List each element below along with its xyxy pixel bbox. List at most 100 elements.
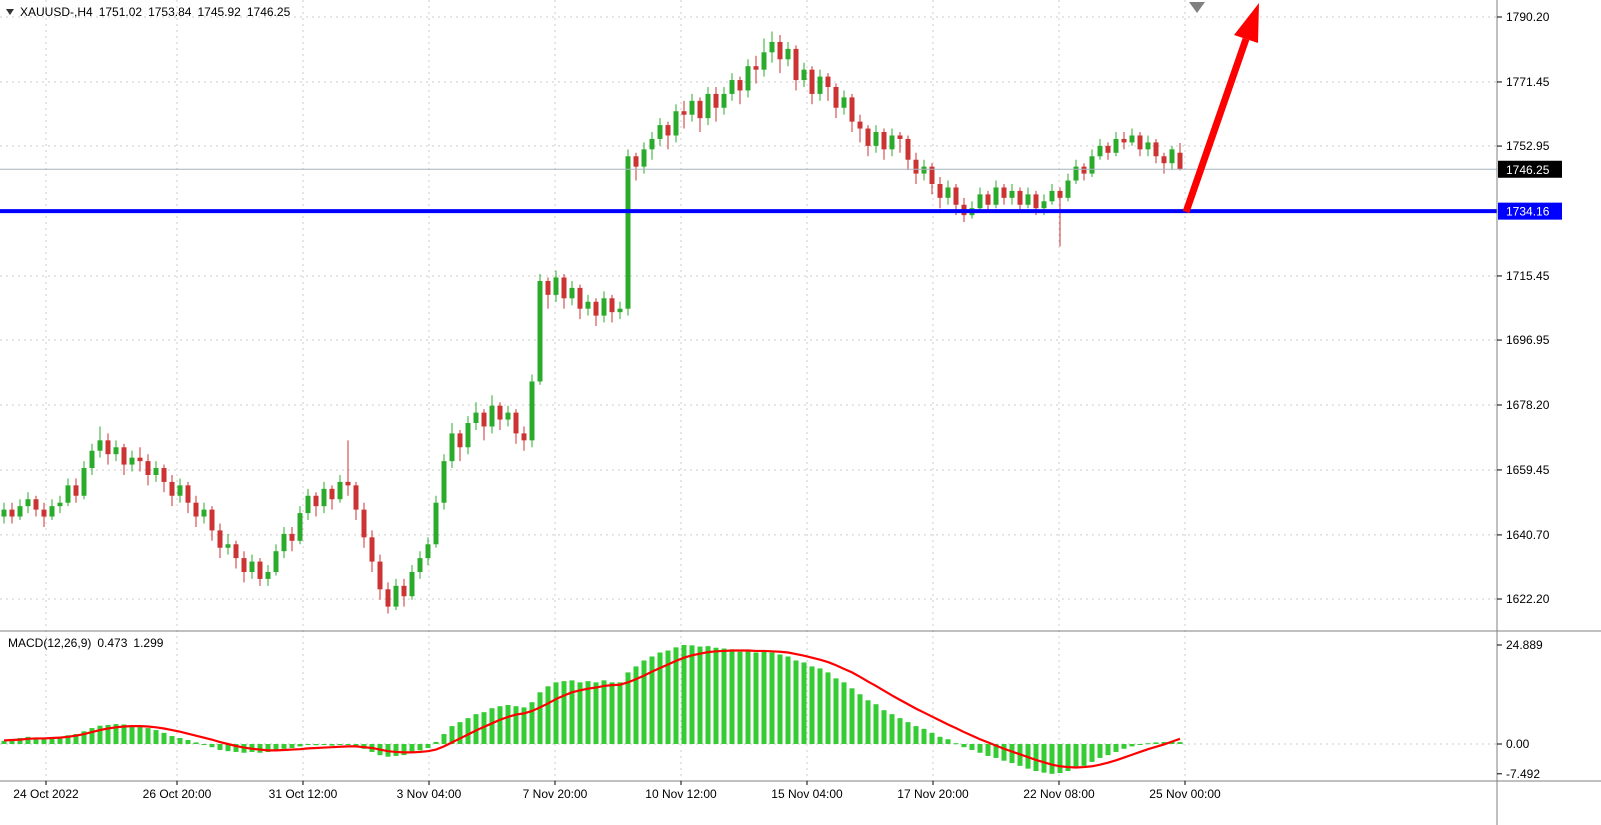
macd-bar <box>1089 744 1095 762</box>
macd-bar <box>121 724 127 744</box>
time-label: 24 Oct 2022 <box>13 787 79 801</box>
candle-down <box>313 495 319 507</box>
candle-down <box>633 156 639 167</box>
candle-down <box>385 589 391 607</box>
macd-bar <box>1137 744 1143 745</box>
candle-down <box>1033 194 1039 209</box>
candle-up <box>1049 190 1055 202</box>
candle-up <box>129 457 135 465</box>
macd-bar <box>1105 744 1111 756</box>
macd-bar <box>905 722 911 744</box>
macd-tick-label: -7.492 <box>1506 767 1540 781</box>
candle-down <box>217 530 223 548</box>
candle-down <box>73 485 79 496</box>
macd-tick-label: 24.889 <box>1506 638 1543 652</box>
macd-bar <box>273 744 279 751</box>
candle-up <box>425 544 431 559</box>
candle-down <box>497 405 503 420</box>
candle-up <box>1129 135 1135 143</box>
time-axis[interactable]: 24 Oct 2022 26 Oct 20:00 31 Oct 12:00 3 Nov… <box>13 781 1221 801</box>
candle-down <box>609 298 615 313</box>
macd-bar <box>889 714 895 744</box>
candle-up <box>25 499 31 507</box>
price-tick-label: 1640.70 <box>1506 528 1550 542</box>
trend-arrow[interactable] <box>1182 3 1259 214</box>
candle-down <box>377 561 383 590</box>
candle-up <box>201 509 207 517</box>
price-axis[interactable]: 1790.20 1771.45 1752.95 1715.45 1696.95 1678.… <box>1497 10 1550 781</box>
macd-bar <box>753 652 759 744</box>
time-label: 31 Oct 12:00 <box>269 787 338 801</box>
candle-up <box>553 277 559 295</box>
candle-up <box>177 485 183 496</box>
candle-up <box>1089 156 1095 174</box>
candle-down <box>561 277 567 299</box>
candle-down <box>361 509 367 538</box>
macd-bar <box>129 725 135 744</box>
candle-down <box>353 485 359 510</box>
candle-up <box>801 69 807 81</box>
candle-up <box>1145 142 1151 150</box>
time-label: 22 Nov 08:00 <box>1023 787 1095 801</box>
candle-down <box>681 111 687 115</box>
macd-bar <box>1081 744 1087 766</box>
symbol-timeframe: XAUUSD-,H4 <box>20 5 93 19</box>
macd-bar <box>257 744 263 753</box>
macd-bar <box>633 666 639 744</box>
candle-down <box>753 66 759 70</box>
candle-down <box>233 544 239 559</box>
macd-bar <box>185 740 191 744</box>
dropdown-arrow-icon[interactable] <box>6 9 14 15</box>
macd-histogram <box>1 645 1183 774</box>
candle-up <box>281 533 287 552</box>
candle-up <box>321 488 327 507</box>
macd-indicator-label: MACD(12,26,9) 0.473 1.299 <box>8 636 163 650</box>
macd-bar <box>41 739 47 744</box>
candle-up <box>1169 149 1175 164</box>
candle-down <box>1153 142 1159 157</box>
macd-bar <box>97 725 103 744</box>
macd-bar <box>729 649 735 744</box>
macd-bar <box>769 652 775 744</box>
macd-bar <box>1049 744 1055 774</box>
candle-down <box>665 125 671 136</box>
macd-bar <box>417 744 423 751</box>
macd-bar <box>289 744 295 748</box>
macd-bar <box>953 743 959 745</box>
candle-up <box>1097 145 1103 157</box>
candle-down <box>593 301 599 316</box>
macd-bar <box>505 705 511 744</box>
scroll-marker-icon <box>1189 2 1205 13</box>
candle-down <box>833 86 839 108</box>
macd-bar <box>1177 742 1183 744</box>
candle-down <box>161 468 167 482</box>
candle-up <box>673 111 679 136</box>
candle-up <box>1073 166 1079 181</box>
macd-bar <box>489 708 495 744</box>
macd-bar <box>425 744 431 748</box>
candles <box>1 31 1183 614</box>
price-tick-label: 1678.20 <box>1506 398 1550 412</box>
candle-down <box>1121 138 1127 143</box>
macd-bar <box>809 666 815 744</box>
macd-bar <box>281 744 287 749</box>
macd-bar <box>81 731 87 744</box>
support-line-badge <box>1498 202 1562 220</box>
candle-up <box>945 187 951 198</box>
macd-bar <box>401 744 407 756</box>
candle-down <box>825 76 831 87</box>
macd-bar <box>409 744 415 753</box>
trend-arrow-shaft[interactable] <box>1182 37 1250 214</box>
macd-bar <box>881 710 887 744</box>
macd-bar <box>625 672 631 744</box>
macd-bar <box>441 734 447 744</box>
macd-bar <box>337 744 343 745</box>
macd-bar <box>177 738 183 744</box>
trend-arrow-head[interactable] <box>1234 3 1259 43</box>
candle-down <box>809 69 815 94</box>
candle-up <box>585 301 591 309</box>
candle-up <box>729 80 735 94</box>
price-tick-label: 1715.45 <box>1506 269 1550 283</box>
